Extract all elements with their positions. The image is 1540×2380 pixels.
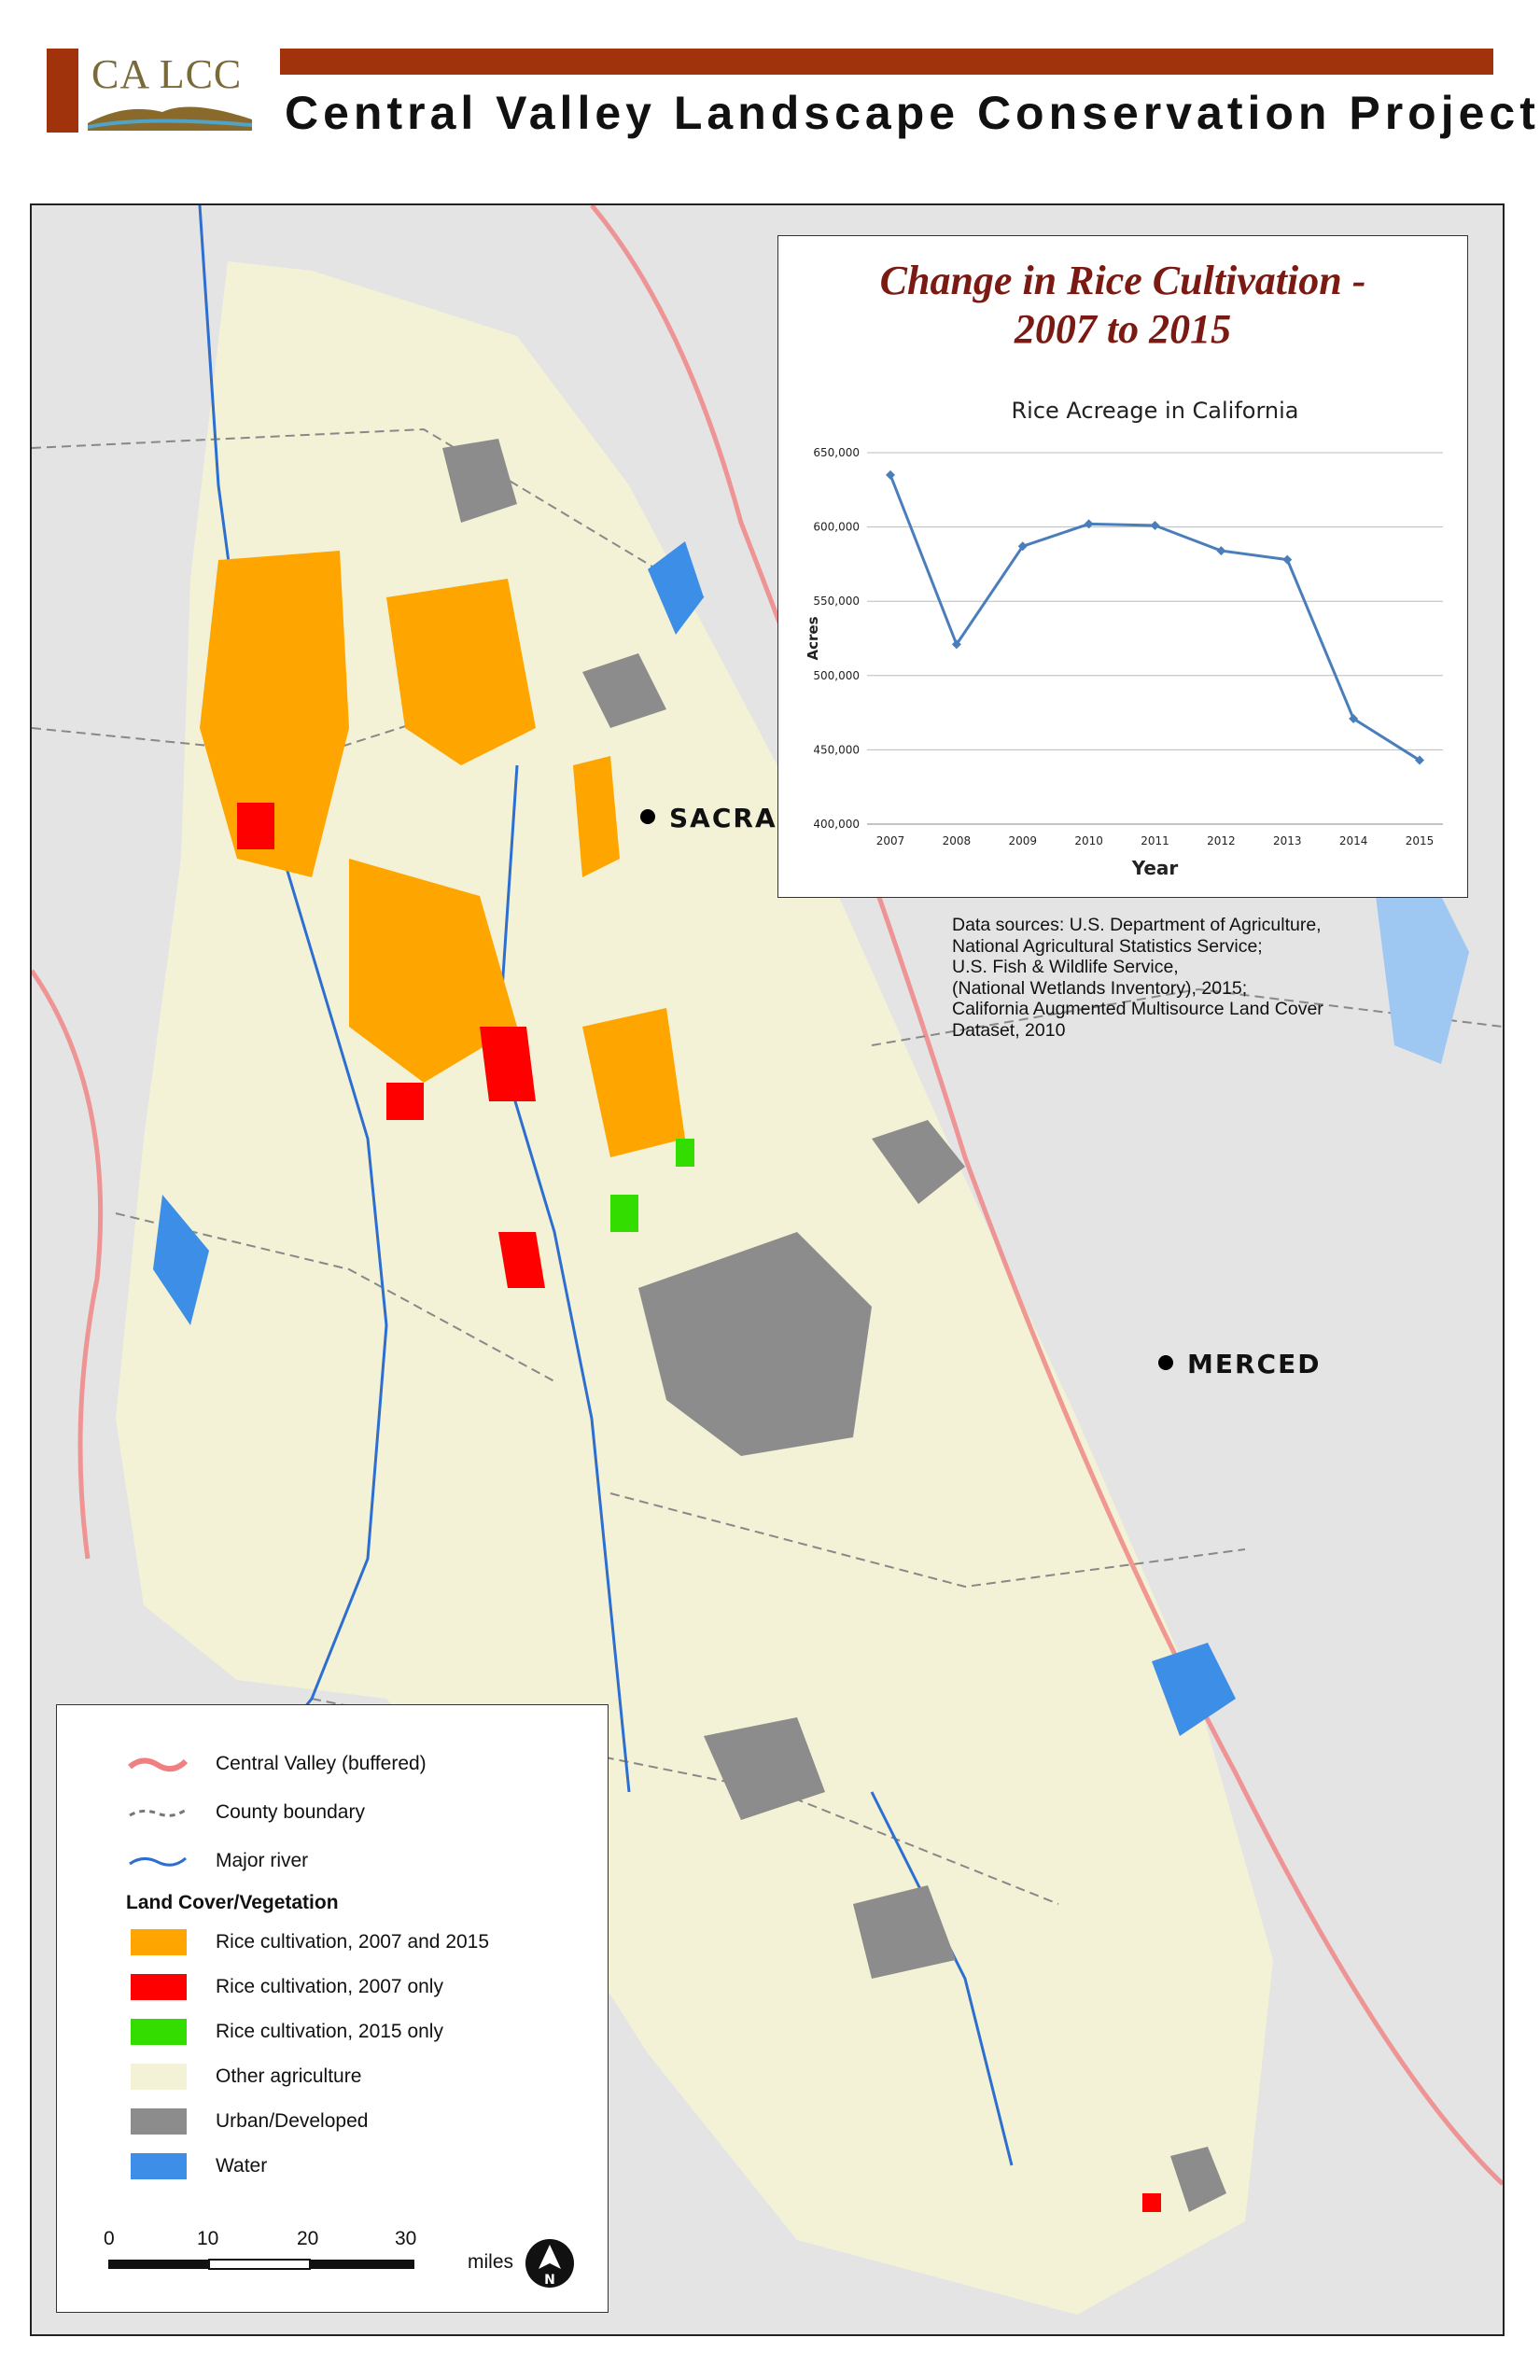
scale-bar: 0 10 20 30 miles xyxy=(104,2228,552,2293)
rice-acreage-chart: Rice Acreage in California 400,000 450,000… xyxy=(805,398,1443,879)
scale-tick-20: 20 xyxy=(297,2228,319,2249)
legend-heading: Land Cover/Vegetation xyxy=(126,1892,339,1913)
data-point xyxy=(1415,755,1424,765)
x-tick-label: 2010 xyxy=(1074,834,1103,847)
y-tick-label: 450,000 xyxy=(813,743,860,756)
valley-buffer-east xyxy=(590,205,1503,2186)
rice-2007-only xyxy=(237,803,1161,2212)
logo-hills-icon xyxy=(88,106,252,131)
swatch-urban xyxy=(131,2108,187,2135)
valley-buffer-west xyxy=(32,969,104,1560)
source-line: Data sources: U.S. Department of Agricul… xyxy=(952,915,1322,935)
merced-marker xyxy=(1158,1355,1173,1370)
source-line: U.S. Fish & Wildlife Service, xyxy=(952,957,1179,977)
inset-title-line1: Change in Rice Cultivation - xyxy=(879,258,1366,303)
data-point xyxy=(1150,521,1160,531)
inset-title: Change in Rice Cultivation - 2007 to 201… xyxy=(778,257,1467,354)
legend-label-rice-both: Rice cultivation, 2007 and 2015 xyxy=(216,1931,490,1953)
source-line: (National Wetlands Inventory), 2015; xyxy=(952,977,1248,999)
series-line xyxy=(889,474,1421,762)
logo-text: CA LCC xyxy=(91,51,243,97)
legend-label-rice-2007: Rice cultivation, 2007 only xyxy=(216,1976,443,1997)
x-tick-label: 2015 xyxy=(1406,834,1435,847)
swatch-other-agriculture xyxy=(131,2064,187,2090)
data-point xyxy=(1349,713,1359,723)
blue-wave-line-icon xyxy=(129,1856,187,1867)
rice-chart-inset: Change in Rice Cultivation - 2007 to 201… xyxy=(777,235,1468,898)
swatch-rice-2007 xyxy=(131,1974,187,2000)
x-tick-label: 2012 xyxy=(1207,834,1236,847)
data-point xyxy=(886,469,895,480)
rice-2015-only xyxy=(610,1139,694,1232)
scale-unit: miles xyxy=(468,2251,514,2273)
legend-label-valley: Central Valley (buffered) xyxy=(216,1753,427,1774)
legend-label-county: County boundary xyxy=(216,1801,365,1823)
map-legend: Central Valley (buffered) County boundar… xyxy=(56,1704,609,2313)
sacramento-marker xyxy=(640,809,655,824)
north-arrow-icon: N xyxy=(525,2239,574,2288)
data-point xyxy=(1282,554,1293,565)
data-point xyxy=(1017,541,1028,552)
x-tick-label: 2008 xyxy=(943,834,972,847)
city-label-merced: MERCED xyxy=(1187,1349,1322,1379)
source-line: Dataset, 2010 xyxy=(952,1019,1066,1041)
data-sources: Data sources: U.S. Department of Agricul… xyxy=(952,915,1437,1041)
data-point xyxy=(1216,546,1226,556)
x-tick-label: 2013 xyxy=(1273,834,1302,847)
swatch-rice-both xyxy=(131,1929,187,1955)
page-title: Central Valley Landscape Conservation Pr… xyxy=(285,87,1540,139)
title-rule xyxy=(280,49,1493,75)
y-axis-label: Acres xyxy=(805,616,821,660)
gray-dashed-line-icon xyxy=(129,1808,187,1817)
logo-bar xyxy=(47,49,78,133)
scale-tick-10: 10 xyxy=(197,2228,219,2249)
swatch-rice-2015 xyxy=(131,2019,187,2045)
svg-text:N: N xyxy=(544,2273,555,2288)
source-line: California Augmented Multisource Land Co… xyxy=(952,999,1323,1019)
inset-title-line2: 2007 to 2015 xyxy=(1014,306,1232,352)
chart-title: Rice Acreage in California xyxy=(1011,398,1298,424)
y-tick-label: 550,000 xyxy=(813,595,860,608)
source-line: National Agricultural Statistics Service… xyxy=(952,935,1263,957)
rice-2007-and-2015 xyxy=(200,551,685,1157)
x-tick-label: 2009 xyxy=(1008,834,1037,847)
y-tick-label: 600,000 xyxy=(813,521,860,534)
calcc-logo: CA LCC xyxy=(47,49,252,133)
y-tick-label: 650,000 xyxy=(813,446,860,459)
x-tick-label: 2011 xyxy=(1141,834,1169,847)
legend-label-urban: Urban/Developed xyxy=(216,2110,369,2132)
x-tick-label: 2007 xyxy=(876,834,905,847)
legend-label-river: Major river xyxy=(216,1850,309,1871)
x-axis-label: Year xyxy=(1131,857,1179,879)
data-point xyxy=(1084,519,1094,529)
legend-label-water: Water xyxy=(216,2155,268,2177)
legend-label-rice-2015: Rice cultivation, 2015 only xyxy=(216,2021,443,2042)
pink-wave-line-icon xyxy=(128,1757,188,1772)
y-tick-label: 400,000 xyxy=(813,818,860,831)
legend-label-other-agriculture: Other agriculture xyxy=(216,2065,362,2087)
x-tick-label: 2014 xyxy=(1339,834,1368,847)
swatch-water xyxy=(131,2153,187,2179)
scale-bar-graphic xyxy=(108,2259,414,2270)
scale-tick-0: 0 xyxy=(104,2228,115,2249)
data-point xyxy=(951,639,961,650)
scale-tick-30: 30 xyxy=(395,2228,417,2249)
y-tick-label: 500,000 xyxy=(813,669,860,682)
